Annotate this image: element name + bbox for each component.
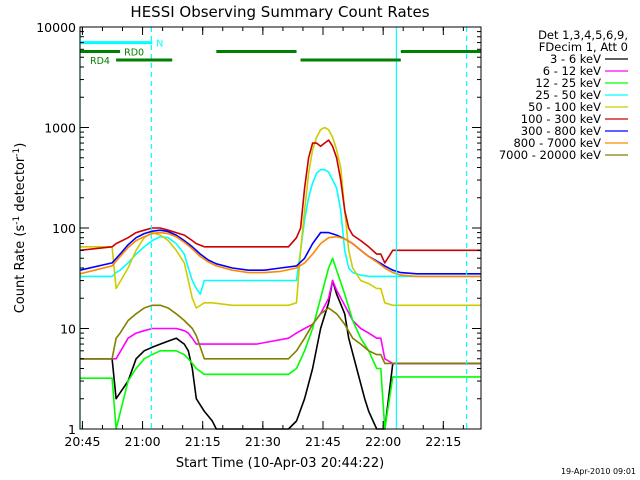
- y-tick-label-3: 1000: [44, 121, 76, 136]
- legend-label-8: 7000 - 20000 keV: [499, 148, 601, 162]
- y-axis-label: Count Rate (s-1 detector-1): [12, 143, 28, 314]
- plot-frame: [79, 26, 482, 430]
- legend-label-0: 3 - 6 keV: [550, 52, 601, 66]
- y-tick-label-4: 10000: [36, 20, 76, 35]
- flag-label-0: N: [156, 39, 163, 50]
- flag-label-1: RD0: [124, 48, 144, 59]
- series-line-7: [79, 231, 481, 278]
- y-axis-ticks: 1 10 100 1000 10000: [36, 20, 481, 437]
- x-axis-ticks: 20:45 21:00 21:15 21:30 21:45 22:00 22:15: [64, 27, 464, 449]
- series-line-6: [79, 229, 481, 275]
- legend-label-6: 300 - 800 keV: [521, 124, 601, 138]
- series-line-2: [80, 257, 481, 430]
- footer-timestamp: 19-Apr-2010 09:01: [561, 467, 636, 476]
- x-tick-label-3: 21:30: [245, 434, 281, 449]
- x-tick-label-0: 20:45: [64, 434, 100, 449]
- legend-label-7: 800 - 7000 keV: [513, 136, 601, 150]
- series-line-4: [80, 126, 481, 309]
- legend-label-1: 6 - 12 keV: [543, 64, 601, 78]
- x-tick-label-4: 21:45: [305, 434, 341, 449]
- series-line-5: [79, 139, 481, 264]
- series-line-8: [80, 304, 481, 365]
- x-tick-label-5: 22:00: [365, 434, 401, 449]
- legend-header-1: FDecim 1, Att 0: [539, 40, 628, 54]
- x-tick-label-6: 22:15: [425, 434, 461, 449]
- observing-flags: N RD0 RD4: [80, 39, 481, 67]
- vertical-markers: [79, 27, 468, 429]
- flag-label-2: RD4: [90, 56, 110, 67]
- legend-header-0: Det 1,3,4,5,6,9,: [538, 28, 628, 42]
- x-axis-label: Start Time (10-Apr-03 20:44:22): [176, 456, 384, 471]
- series-line-0: [80, 279, 481, 430]
- legend-label-5: 100 - 300 keV: [521, 112, 601, 126]
- y-tick-label-2: 100: [52, 221, 76, 236]
- legend-label-2: 12 - 25 keV: [535, 76, 601, 90]
- legend: Det 1,3,4,5,6,9,FDecim 1, Att 03 - 6 keV…: [499, 28, 628, 162]
- series-layer: [79, 126, 481, 430]
- x-tick-label-1: 21:00: [125, 434, 161, 449]
- y-tick-label-1: 10: [60, 322, 76, 337]
- series-line-1: [80, 279, 481, 365]
- legend-label-4: 50 - 100 keV: [528, 100, 601, 114]
- legend-label-3: 25 - 50 keV: [535, 88, 601, 102]
- x-tick-label-2: 21:15: [185, 434, 221, 449]
- y-tick-label-0: 1: [68, 422, 76, 437]
- chart-title: HESSI Observing Summary Count Rates: [130, 3, 429, 21]
